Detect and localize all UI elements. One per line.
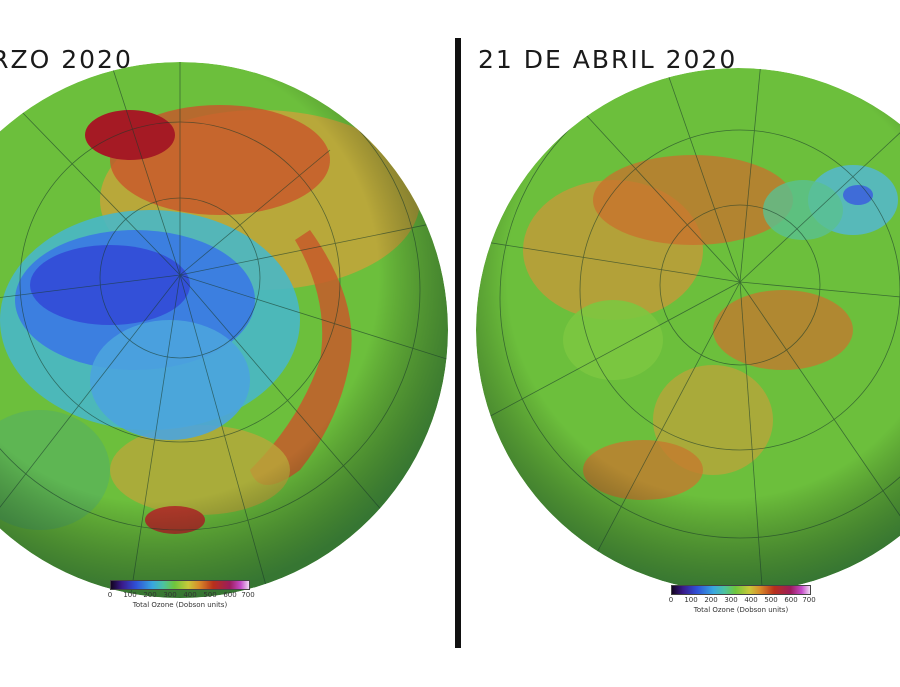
colorbar-tick: 700 bbox=[241, 591, 255, 599]
colorbar-tick: 700 bbox=[802, 596, 816, 604]
panel-title: 21 DE ABRIL 2020 bbox=[478, 45, 738, 74]
colorbar-tick: 500 bbox=[764, 596, 778, 604]
panel-title: ARZO 2020 bbox=[0, 45, 133, 74]
colorbar-tick: 200 bbox=[704, 596, 718, 604]
colorbar-tick: 0 bbox=[668, 596, 674, 604]
colorbar-tick: 100 bbox=[123, 591, 137, 599]
colorbar-tick: 100 bbox=[684, 596, 698, 604]
colorbar-tick: 200 bbox=[143, 591, 157, 599]
colorbar-tick: 300 bbox=[163, 591, 177, 599]
colorbar-ticks: 0 100 200 300 400 500 600 700 bbox=[107, 590, 260, 600]
colorbar bbox=[671, 585, 811, 595]
colorbar-label: Total Ozone (Dobson units) bbox=[693, 606, 789, 614]
colorbar-tick: 400 bbox=[183, 591, 197, 599]
colorbar-ticks: 0 100 200 300 400 500 600 700 bbox=[668, 595, 821, 605]
ozone-globe-april bbox=[476, 68, 900, 592]
colorbar-tick: 600 bbox=[223, 591, 237, 599]
colorbar-legend: 0 100 200 300 400 500 600 700 Total Ozon… bbox=[668, 585, 821, 614]
colorbar-tick: 500 bbox=[203, 591, 217, 599]
colorbar-tick: 400 bbox=[744, 596, 758, 604]
ozone-globe-march bbox=[0, 62, 448, 598]
colorbar-tick: 600 bbox=[784, 596, 798, 604]
colorbar-tick: 300 bbox=[724, 596, 738, 604]
colorbar-tick: 0 bbox=[107, 591, 113, 599]
panel-divider bbox=[455, 38, 461, 648]
colorbar-legend: 0 100 200 300 400 500 600 700 Total Ozon… bbox=[107, 580, 260, 609]
map-panel-march: ARZO 2020 bbox=[0, 45, 448, 609]
colorbar bbox=[110, 580, 250, 590]
colorbar-label: Total Ozone (Dobson units) bbox=[132, 601, 228, 609]
map-panel-april: 21 DE ABRIL 2020 bbox=[463, 0, 900, 687]
